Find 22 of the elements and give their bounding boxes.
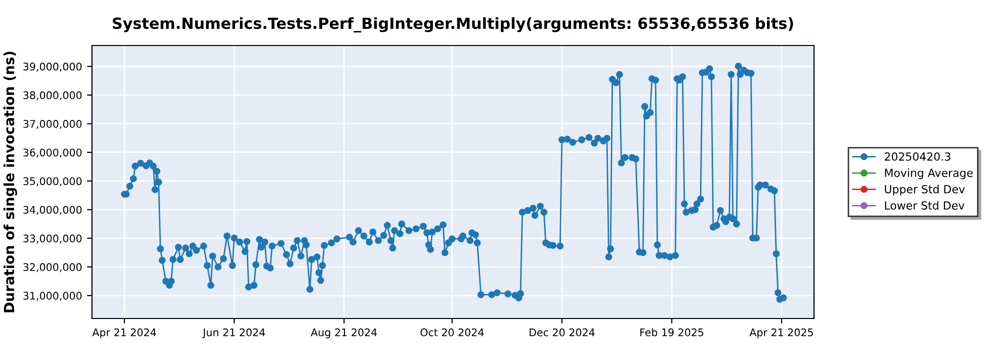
- y-tick-label: 34,000,000: [23, 206, 82, 215]
- x-tick-label: Dec 20 2024: [530, 328, 595, 336]
- y-tick-label: 38,000,000: [23, 91, 82, 100]
- x-tick-label: Apr 21 2024: [92, 328, 156, 338]
- x-tick-label: Oct 20 2024: [420, 328, 484, 336]
- x-tick-label: Feb 19 2025: [640, 328, 704, 336]
- y-tick-label: 31,000,000: [23, 292, 82, 301]
- x-tick-label: Apr 21 2025: [749, 328, 813, 338]
- chart-title: System.Numerics.Tests.Perf_BigInteger.Multiply(arguments: 65536,65536 bits): [112, 17, 794, 32]
- y-tick-label: 39,000,000: [23, 62, 82, 72]
- x-tick-label: Jun 21 2024: [202, 328, 265, 338]
- y-tick-label: 37,000,000: [23, 120, 82, 129]
- y-tick-label: 35,000,000: [23, 177, 82, 186]
- y-tick-label: 36,000,000: [23, 148, 82, 158]
- legend-label: Lower Std Dev: [885, 201, 964, 210]
- legend-label: 20250420.3: [884, 152, 950, 161]
- x-tick-label: Aug 21 2024: [310, 328, 377, 338]
- y-axis-title: Duration of single invocation (ns): [4, 52, 18, 312]
- y-tick-label: 33,000,000: [23, 234, 82, 244]
- legend-label: Moving Average: [885, 168, 973, 180]
- y-tick-label: 32,000,000: [23, 263, 82, 272]
- legend-label: Upper Std Dev: [884, 184, 965, 196]
